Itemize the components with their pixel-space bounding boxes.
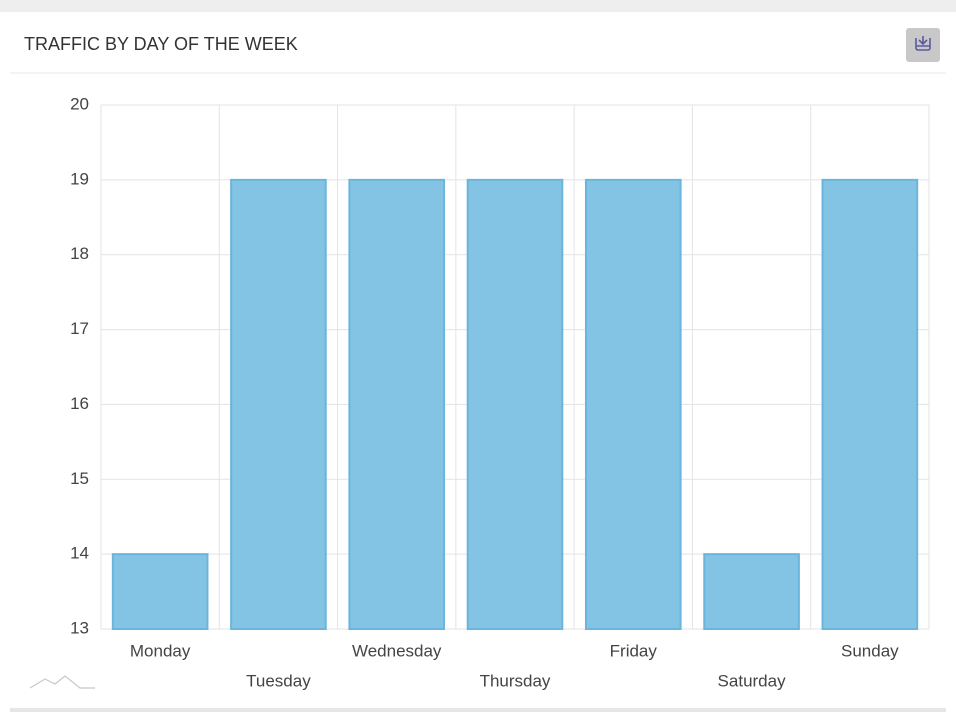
y-tick-label: 19 (70, 169, 89, 188)
top-bar (0, 0, 956, 12)
y-tick-label: 15 (70, 469, 89, 488)
bar (466, 178, 564, 630)
download-icon[interactable] (915, 36, 931, 51)
bar (584, 178, 682, 630)
bar (821, 178, 919, 630)
chart-title: TRAFFIC BY DAY OF THE WEEK (24, 34, 298, 54)
x-tick-label: Thursday (480, 671, 551, 690)
bar (111, 553, 209, 631)
x-tick-label: Sunday (841, 641, 899, 660)
card-bottom-border (10, 708, 946, 712)
x-tick-label: Tuesday (246, 671, 311, 690)
y-tick-label: 17 (70, 319, 89, 338)
y-tick-label: 20 (70, 94, 89, 113)
bar (348, 178, 446, 630)
logo (29, 675, 95, 689)
y-tick-label: 13 (70, 618, 89, 637)
bar (703, 553, 800, 631)
bar (230, 178, 327, 630)
y-tick-label: 18 (70, 244, 89, 263)
y-tick-label: 16 (70, 394, 89, 413)
y-tick-label: 14 (70, 544, 89, 563)
x-tick-label: Friday (610, 641, 658, 660)
download-button[interactable] (906, 28, 940, 62)
x-tick-label: Monday (130, 641, 191, 660)
x-tick-label: Saturday (718, 671, 787, 690)
x-tick-label: Wednesday (352, 641, 442, 660)
